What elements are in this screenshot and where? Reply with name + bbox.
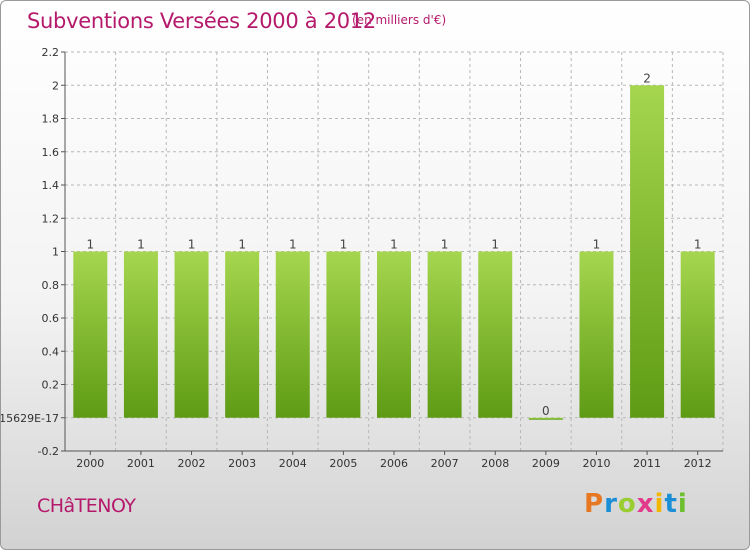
bar [174, 251, 209, 418]
y-tick-label: -1.15629E-17 [1, 412, 59, 425]
x-tick-label: 2009 [532, 457, 560, 470]
data-label: 0 [542, 404, 550, 418]
bar [326, 251, 361, 418]
bar [680, 251, 715, 418]
y-tick-label: 2.2 [42, 46, 60, 59]
x-tick-label: 2006 [380, 457, 408, 470]
bar [630, 85, 665, 418]
x-tick-label: 2004 [279, 457, 307, 470]
x-tick-label: 2007 [431, 457, 459, 470]
y-tick-label: 1.2 [42, 212, 60, 225]
data-label: 1 [694, 238, 702, 252]
x-tick-label: 2012 [684, 457, 712, 470]
bar [427, 251, 462, 418]
data-label: 1 [390, 238, 398, 252]
data-label: 1 [593, 238, 601, 252]
bar [275, 251, 310, 418]
bar [225, 251, 260, 418]
x-tick-label: 2011 [633, 457, 661, 470]
axes [61, 51, 723, 455]
data-label: 1 [188, 238, 196, 252]
logo-letter: i [654, 489, 665, 519]
x-tick-label: 2000 [76, 457, 104, 470]
y-tick-label: 0.4 [42, 345, 60, 358]
logo-letter: P [584, 489, 605, 519]
bars [73, 85, 715, 420]
x-tick-label: 2008 [481, 457, 509, 470]
y-tick-label: 0.2 [42, 379, 60, 392]
chart-title: Subventions Versées 2000 à 2012 [27, 9, 376, 33]
bar [579, 251, 614, 418]
bar [73, 251, 108, 418]
x-tick-label: 2010 [582, 457, 610, 470]
data-label: 1 [289, 238, 297, 252]
bar [123, 251, 158, 418]
bar [528, 417, 563, 420]
bar [377, 251, 411, 418]
logo-letter: r [604, 489, 618, 519]
y-tick-label: 2 [52, 79, 59, 92]
y-tick-label: 1.8 [42, 113, 60, 126]
data-label: 2 [643, 71, 651, 85]
chart-subtitle: (en milliers d'€) [352, 13, 447, 27]
logo-letter: x [636, 489, 655, 519]
proxiti-logo: Proxiti [584, 489, 688, 519]
y-tick-label: -0.2 [38, 445, 59, 458]
x-tick-label: 2003 [228, 457, 256, 470]
data-label: 1 [340, 238, 348, 252]
x-tick-label: 2005 [329, 457, 357, 470]
data-label: 1 [86, 238, 94, 252]
y-tick-label: 0.6 [42, 312, 60, 325]
data-label: 1 [491, 238, 499, 252]
y-tick-label: 0.8 [42, 279, 60, 292]
y-tick-label: 1 [52, 246, 59, 259]
data-label: 1 [441, 238, 449, 252]
logo-letter: o [617, 489, 637, 519]
data-label: 1 [238, 238, 246, 252]
labels: -0.2 -1.15629E-17 0.2 0.4 0.6 0.8 1 1.2 1.4 1.6 1.… [1, 46, 712, 470]
bar [478, 251, 513, 418]
logo-letter: i [677, 489, 688, 519]
y-tick-label: 1.6 [42, 146, 60, 159]
x-tick-label: 2001 [127, 457, 155, 470]
location-name: CHâTENOY [37, 495, 136, 517]
logo-letter: t [664, 489, 678, 519]
x-tick-label: 2002 [178, 457, 206, 470]
data-label: 1 [137, 238, 145, 252]
y-tick-label: 1.4 [42, 179, 60, 192]
